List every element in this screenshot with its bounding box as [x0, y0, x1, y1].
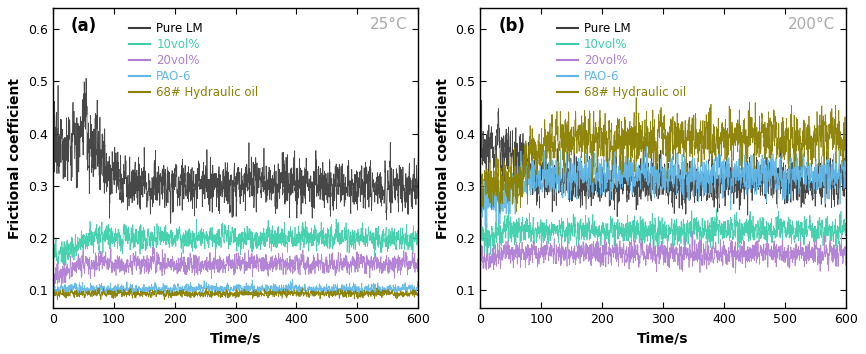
Legend: Pure LM, 10vol%, 20vol%, PAO-6, 68# Hydraulic oil: Pure LM, 10vol%, 20vol%, PAO-6, 68# Hydr… — [552, 17, 691, 103]
Legend: Pure LM, 10vol%, 20vol%, PAO-6, 68# Hydraulic oil: Pure LM, 10vol%, 20vol%, PAO-6, 68# Hydr… — [125, 17, 263, 103]
Text: 200°C: 200°C — [787, 17, 835, 32]
Y-axis label: Frictional coefficient: Frictional coefficient — [9, 78, 23, 239]
X-axis label: Time/s: Time/s — [637, 332, 688, 346]
Text: (a): (a) — [71, 17, 97, 35]
X-axis label: Time/s: Time/s — [210, 332, 262, 346]
Text: (b): (b) — [499, 17, 526, 35]
Y-axis label: Frictional coefficient: Frictional coefficient — [436, 78, 449, 239]
Text: 25°C: 25°C — [370, 17, 407, 32]
